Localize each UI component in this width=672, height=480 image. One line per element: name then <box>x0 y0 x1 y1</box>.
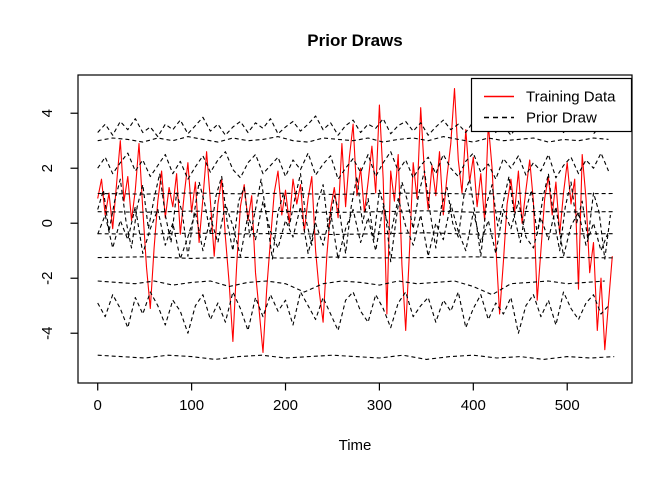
x-tick-label: 400 <box>461 397 486 414</box>
prior-draw-line <box>97 151 610 180</box>
prior-draw-line <box>97 354 615 360</box>
legend-label: Prior Draw <box>526 110 597 127</box>
prior-draw-line <box>97 232 615 236</box>
plot-border <box>77 74 633 384</box>
prior-draw-line <box>97 256 615 259</box>
x-tick-label: 500 <box>555 397 580 414</box>
prior-draw-line <box>97 192 615 195</box>
legend: Training Data Prior Draw <box>470 77 633 133</box>
y-tick-label: 4 <box>39 109 56 117</box>
x-tick-label: 0 <box>94 397 102 414</box>
legend-label: Training Data <box>526 89 616 106</box>
prior-draw-line <box>97 291 609 334</box>
x-tick-label: 300 <box>367 397 392 414</box>
prior-draw-line <box>97 197 610 260</box>
y-tick-label: -2 <box>39 272 56 285</box>
y-tick-label: 2 <box>39 164 56 172</box>
x-tick-label: 200 <box>273 397 298 414</box>
x-tick-label: 100 <box>179 397 204 414</box>
y-tick-label: -4 <box>39 327 56 340</box>
axis-layer: 0 100 200 300 400 500 -4 -2 0 2 4 <box>39 109 580 414</box>
prior-draw-line <box>97 210 615 214</box>
series-layer <box>97 87 615 360</box>
prior-draw-line <box>97 170 611 263</box>
training-data-line <box>97 87 613 354</box>
y-tick-label: 0 <box>39 219 56 227</box>
legend-box <box>470 77 633 133</box>
x-axis-label: Time <box>339 437 372 454</box>
prior-draw-line <box>97 136 609 143</box>
prior-draw-line <box>97 280 605 296</box>
chart-title: Prior Draws <box>307 31 402 50</box>
